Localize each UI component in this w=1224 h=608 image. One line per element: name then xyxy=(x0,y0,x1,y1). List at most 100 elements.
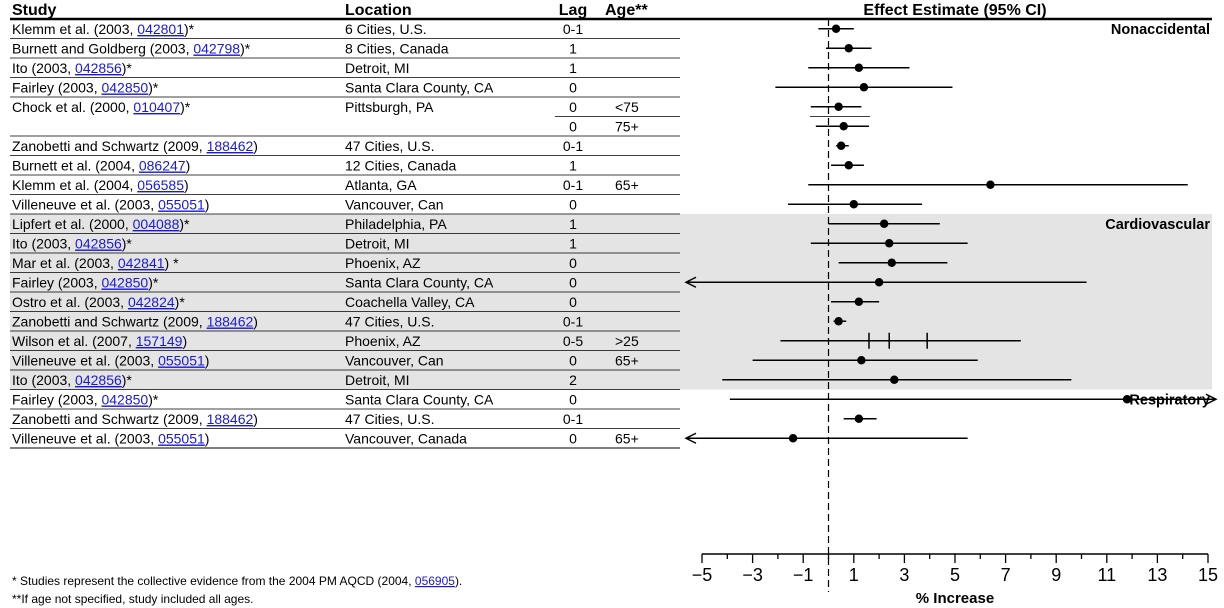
estimate-mark xyxy=(722,375,1072,384)
study-reference-link[interactable]: 055051 xyxy=(158,197,205,213)
study-reference-link[interactable]: 004088 xyxy=(133,216,180,232)
arrow-right-icon xyxy=(1205,393,1218,405)
study-name: Ostro et al. (2003, 042824)* xyxy=(12,294,185,310)
x-tick-label: 1 xyxy=(849,565,859,585)
x-tick-label: −1 xyxy=(793,565,814,585)
study-name: Villeneuve et al. (2003, 055051) xyxy=(12,353,209,369)
lag-cell: 1 xyxy=(569,41,577,57)
table-row: Fairley (2003, 042850)* Santa Clara Count… xyxy=(12,80,577,96)
study-name: Zanobetti and Schwartz (2009, 188462) xyxy=(12,314,258,330)
study-reference-link[interactable]: 042798 xyxy=(193,41,240,57)
lag-cell: 1 xyxy=(569,216,577,232)
table-row: 0 75+ xyxy=(569,119,639,135)
study-name: Zanobetti and Schwartz (2009, 188462) xyxy=(12,138,258,154)
estimate-mark xyxy=(815,122,869,131)
point-estimate xyxy=(849,200,858,209)
study-reference-link[interactable]: 042856 xyxy=(75,60,122,76)
lag-cell: 0-1 xyxy=(563,138,583,154)
point-estimate xyxy=(859,83,869,92)
estimate-mark xyxy=(684,432,968,444)
header-study: Study xyxy=(12,2,57,19)
estimate-mark xyxy=(729,393,1218,405)
study-reference-link[interactable]: 188462 xyxy=(207,138,254,154)
estimate-mark xyxy=(808,63,910,72)
point-estimate xyxy=(854,414,864,423)
study-reference-link[interactable]: 042841 xyxy=(118,255,165,271)
point-estimate xyxy=(844,44,853,53)
location-cell: Santa Clara County, CA xyxy=(345,275,494,291)
x-tick-label: 3 xyxy=(899,565,909,585)
location-cell: 47 Cities, U.S. xyxy=(345,138,434,154)
table-row: Lipfert et al. (2000, 004088)* Philadelph… xyxy=(12,216,577,232)
study-name: Ito (2003, 042856)* xyxy=(12,236,132,252)
point-estimate xyxy=(885,239,894,248)
age-cell: 65+ xyxy=(615,431,639,447)
estimate-mark xyxy=(833,317,847,326)
study-name: Burnett and Goldberg (2003, 042798)* xyxy=(12,41,251,57)
table-row: Zanobetti and Schwartz (2009, 188462) 47 … xyxy=(12,314,583,330)
location-cell: 47 Cities, U.S. xyxy=(345,314,434,330)
study-reference-link[interactable]: 055051 xyxy=(158,431,205,447)
table-row: Klemm et al. (2004, 056585) Atlanta, GA 0-… xyxy=(12,177,639,193)
age-cell: 65+ xyxy=(615,353,639,369)
location-cell: 8 Cities, Canada xyxy=(345,41,449,57)
study-name: Klemm et al. (2004, 056585) xyxy=(12,177,189,193)
study-reference-link[interactable]: 010407 xyxy=(133,99,180,115)
study-name: Fairley (2003, 042850)* xyxy=(12,275,159,291)
study-reference-link[interactable]: 042850 xyxy=(101,80,148,96)
study-name: Fairley (2003, 042850)* xyxy=(12,80,159,96)
location-cell: Vancouver, Canada xyxy=(345,431,467,447)
table-row: Zanobetti and Schwartz (2009, 188462) 47 … xyxy=(12,411,583,427)
study-name: Villeneuve et al. (2003, 055051) xyxy=(12,197,209,213)
location-cell: Atlanta, GA xyxy=(345,177,417,193)
estimate-mark xyxy=(818,24,854,33)
study-name: Villeneuve et al. (2003, 055051) xyxy=(12,431,209,447)
point-estimate xyxy=(887,258,896,267)
footnote-age: **If age not specified, study included a… xyxy=(12,592,254,606)
group-label-nonaccidental: Nonaccidental xyxy=(1111,22,1210,38)
study-reference-link[interactable]: 086247 xyxy=(139,158,186,174)
lag-cell: 0-1 xyxy=(563,411,583,427)
lag-cell: 0 xyxy=(569,431,577,447)
study-name: Burnett et al. (2004, 086247) xyxy=(12,158,190,174)
x-axis: −5 −3 −1 1 3 5 7 9 11 13 15% Increase xyxy=(692,553,1218,607)
study-reference-link[interactable]: 055051 xyxy=(158,353,205,369)
table-row: Ostro et al. (2003, 042824)* Coachella Va… xyxy=(12,294,577,310)
location-cell: Vancouver, Can xyxy=(345,353,444,369)
location-cell: Philadelphia, PA xyxy=(345,216,447,232)
location-cell: Vancouver, Can xyxy=(345,197,444,213)
point-estimate xyxy=(788,434,798,443)
table-row: Ito (2003, 042856)* Detroit, MI 1 xyxy=(12,236,577,252)
header-location: Location xyxy=(345,2,412,19)
lag-cell: 1 xyxy=(569,60,577,76)
study-name: Mar et al. (2003, 042841) * xyxy=(12,255,179,271)
study-reference-link[interactable]: 188462 xyxy=(207,314,254,330)
lag-cell: 0-1 xyxy=(563,21,583,37)
header-lag: Lag xyxy=(559,2,587,19)
study-reference-link[interactable]: 042850 xyxy=(101,392,148,408)
lag-cell: 0 xyxy=(569,119,577,135)
point-estimate xyxy=(836,141,846,150)
lag-cell: 0 xyxy=(569,353,577,369)
study-reference-link[interactable]: 042850 xyxy=(101,275,148,291)
x-tick-label: 7 xyxy=(1001,565,1011,585)
study-reference-link[interactable]: 042856 xyxy=(75,236,122,252)
location-cell: Detroit, MI xyxy=(345,372,410,388)
point-estimate xyxy=(839,122,848,131)
point-estimate xyxy=(857,356,866,365)
lag-cell: 0 xyxy=(569,294,577,310)
table-row: Mar et al. (2003, 042841) * Phoenix, AZ 0 xyxy=(12,255,577,271)
study-reference-link[interactable]: 042801 xyxy=(137,21,184,37)
estimate-mark xyxy=(831,297,880,306)
estimate-mark xyxy=(838,258,948,267)
study-reference-link[interactable]: 188462 xyxy=(207,411,254,427)
lag-cell: 0 xyxy=(569,80,577,96)
study-reference-link[interactable]: 042824 xyxy=(128,294,175,310)
study-reference-link[interactable]: 042856 xyxy=(75,372,122,388)
location-cell: Santa Clara County, CA xyxy=(345,392,494,408)
study-reference-link[interactable]: 056585 xyxy=(137,177,184,193)
footnote-reference-link[interactable]: 056905 xyxy=(415,574,455,588)
x-tick-label: 15 xyxy=(1198,565,1218,585)
plot-area xyxy=(684,19,1218,592)
study-reference-link[interactable]: 157149 xyxy=(136,333,183,349)
